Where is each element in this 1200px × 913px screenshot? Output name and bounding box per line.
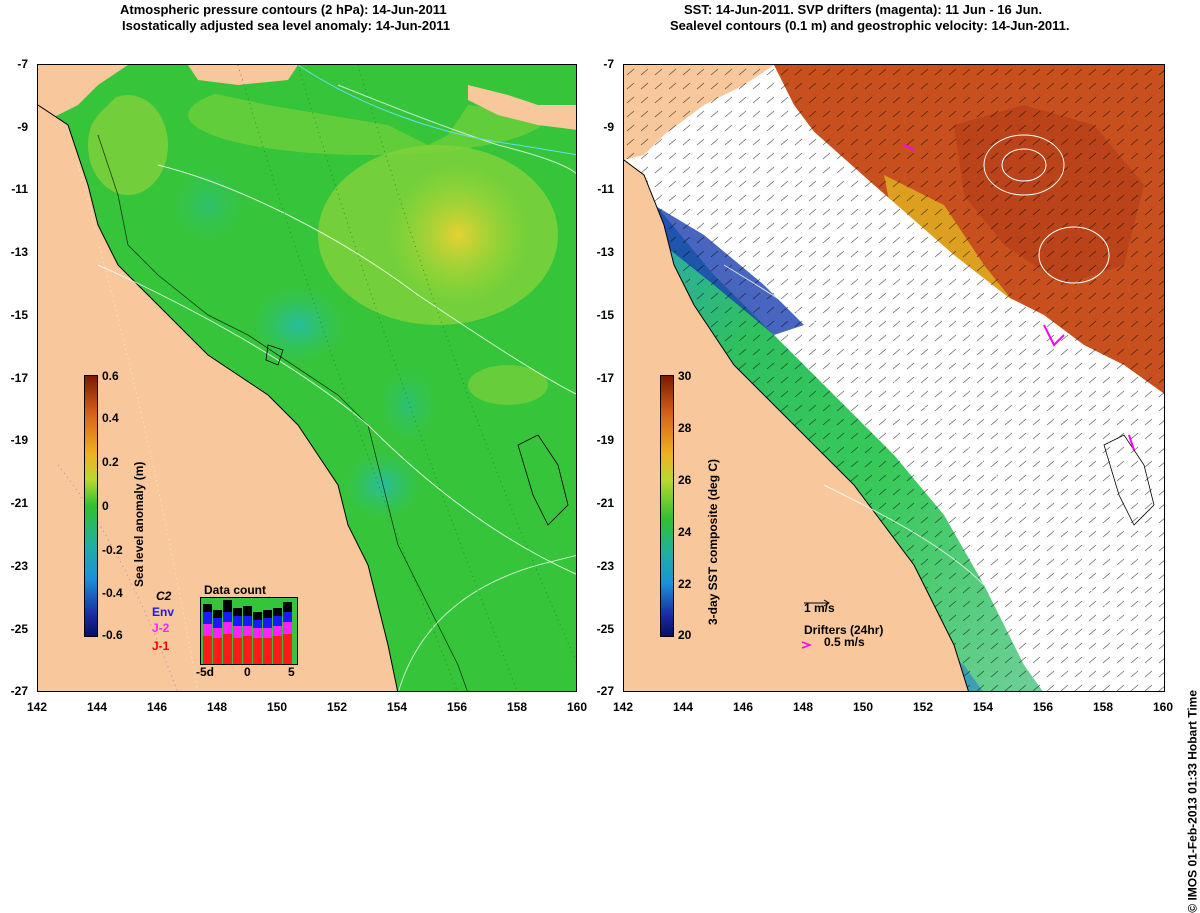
y-tick: -11	[597, 182, 614, 196]
x-tick: 146	[146, 700, 168, 714]
drifter-scale-marker	[801, 641, 813, 649]
cbar-tick: 26	[678, 473, 692, 487]
land-australia	[624, 160, 969, 691]
cbar-tick: 0.6	[102, 369, 119, 383]
low-anomaly-eddy	[248, 285, 348, 365]
y-tick: -23	[596, 559, 614, 573]
x-tick: 154	[972, 700, 994, 714]
right-map-panel: 30 28 26 24 22 20 3-day SST composite (d…	[623, 64, 1165, 692]
cbar-tick: -0.4	[102, 586, 123, 600]
y-tick: -15	[10, 308, 28, 322]
y-tick: -13	[10, 245, 28, 259]
legend-j2: J-2	[152, 621, 170, 635]
data-count-xtick: 0	[244, 665, 251, 679]
x-tick: 158	[1092, 700, 1114, 714]
cbar-tick: 22	[678, 577, 692, 591]
y-tick: -17	[596, 371, 614, 385]
drifters-label: Drifters (24hr)	[804, 623, 884, 637]
y-tick: -19	[596, 433, 614, 447]
sst-colorbar	[660, 375, 674, 637]
cbar-tick: 30	[678, 369, 692, 383]
geostrophic-velocity-arrows	[624, 65, 1164, 691]
x-tick: 160	[1152, 700, 1174, 714]
right-title-line1: SST: 14-Jun-2011. SVP drifters (magenta)…	[684, 2, 1043, 17]
scale-arrow-label: 1 m/s	[804, 601, 835, 615]
y-tick: -25	[596, 622, 614, 636]
cbar-tick: 0.2	[102, 455, 119, 469]
data-count-title: Data count	[204, 583, 267, 597]
x-tick: 148	[206, 700, 228, 714]
legend-c2: C2	[156, 589, 172, 603]
x-tick: 146	[732, 700, 754, 714]
left-title-line2: Isostatically adjusted sea level anomaly…	[122, 18, 451, 33]
scale-arrow	[804, 599, 830, 607]
y-tick: -11	[11, 182, 28, 196]
y-tick: -13	[596, 245, 614, 259]
sst-map	[624, 65, 1164, 691]
y-tick: -21	[10, 496, 28, 510]
y-tick: -9	[17, 120, 28, 134]
x-tick: 150	[852, 700, 874, 714]
y-tick: -21	[596, 496, 614, 510]
x-tick: 150	[266, 700, 288, 714]
y-tick: -9	[603, 120, 614, 134]
legend-j1: J-1	[152, 639, 170, 653]
land-cape-york	[38, 65, 128, 125]
y-tick: -27	[10, 684, 28, 698]
land-new-guinea-south	[188, 65, 298, 85]
land-australia	[38, 105, 398, 691]
x-tick: 154	[386, 700, 408, 714]
x-tick: 160	[566, 700, 588, 714]
land-louisiade	[468, 85, 576, 130]
x-tick: 148	[792, 700, 814, 714]
sst-colorbar-label: 3-day SST composite (deg C)	[706, 458, 720, 625]
x-tick: 144	[672, 700, 694, 714]
cbar-tick: 24	[678, 525, 692, 539]
x-tick: 156	[1032, 700, 1054, 714]
y-tick: -25	[10, 622, 28, 636]
cbar-tick: -0.2	[102, 543, 123, 557]
y-tick: -7	[17, 57, 28, 71]
y-tick: -23	[10, 559, 28, 573]
drifter-track	[1128, 434, 1135, 451]
cbar-tick: -0.6	[102, 628, 123, 642]
cbar-tick: 28	[678, 421, 692, 435]
drifter-track	[903, 144, 915, 151]
high-anomaly-eddy	[388, 165, 528, 305]
data-count-xtick: -5d	[196, 665, 214, 679]
right-title-line2: Sealevel contours (0.1 m) and geostrophi…	[670, 18, 1070, 33]
y-tick: -19	[10, 433, 28, 447]
drifters-speed: 0.5 m/s	[824, 635, 865, 649]
x-tick: 142	[26, 700, 48, 714]
y-tick: -27	[596, 684, 614, 698]
left-title-line1: Atmospheric pressure contours (2 hPa): 1…	[120, 2, 447, 17]
sea-level-anomaly-map	[38, 65, 576, 691]
cbar-tick: 20	[678, 628, 692, 642]
cbar-tick: 0.4	[102, 411, 119, 425]
x-tick: 144	[86, 700, 108, 714]
sea-level-colorbar	[84, 375, 98, 637]
legend-env: Env	[152, 605, 175, 619]
x-tick: 158	[506, 700, 528, 714]
y-tick: -7	[603, 57, 614, 71]
x-tick: 142	[612, 700, 634, 714]
y-tick: -15	[596, 308, 614, 322]
sea-level-colorbar-label: Sea level anomaly (m)	[132, 461, 146, 587]
imos-credit: © IMOS 01-Feb-2013 01:33 Hobart Time	[1186, 690, 1200, 913]
x-tick: 156	[446, 700, 468, 714]
y-tick: -17	[10, 371, 28, 385]
left-map-panel: 0.6 0.4 0.2 0 -0.2 -0.4 -0.6 Sea level a…	[37, 64, 577, 692]
drifter-track	[1043, 324, 1065, 347]
x-tick: 152	[326, 700, 348, 714]
x-tick: 152	[912, 700, 934, 714]
data-count-histogram	[200, 597, 298, 665]
data-count-xtick: 5	[288, 665, 295, 679]
cbar-tick: 0	[102, 499, 109, 513]
